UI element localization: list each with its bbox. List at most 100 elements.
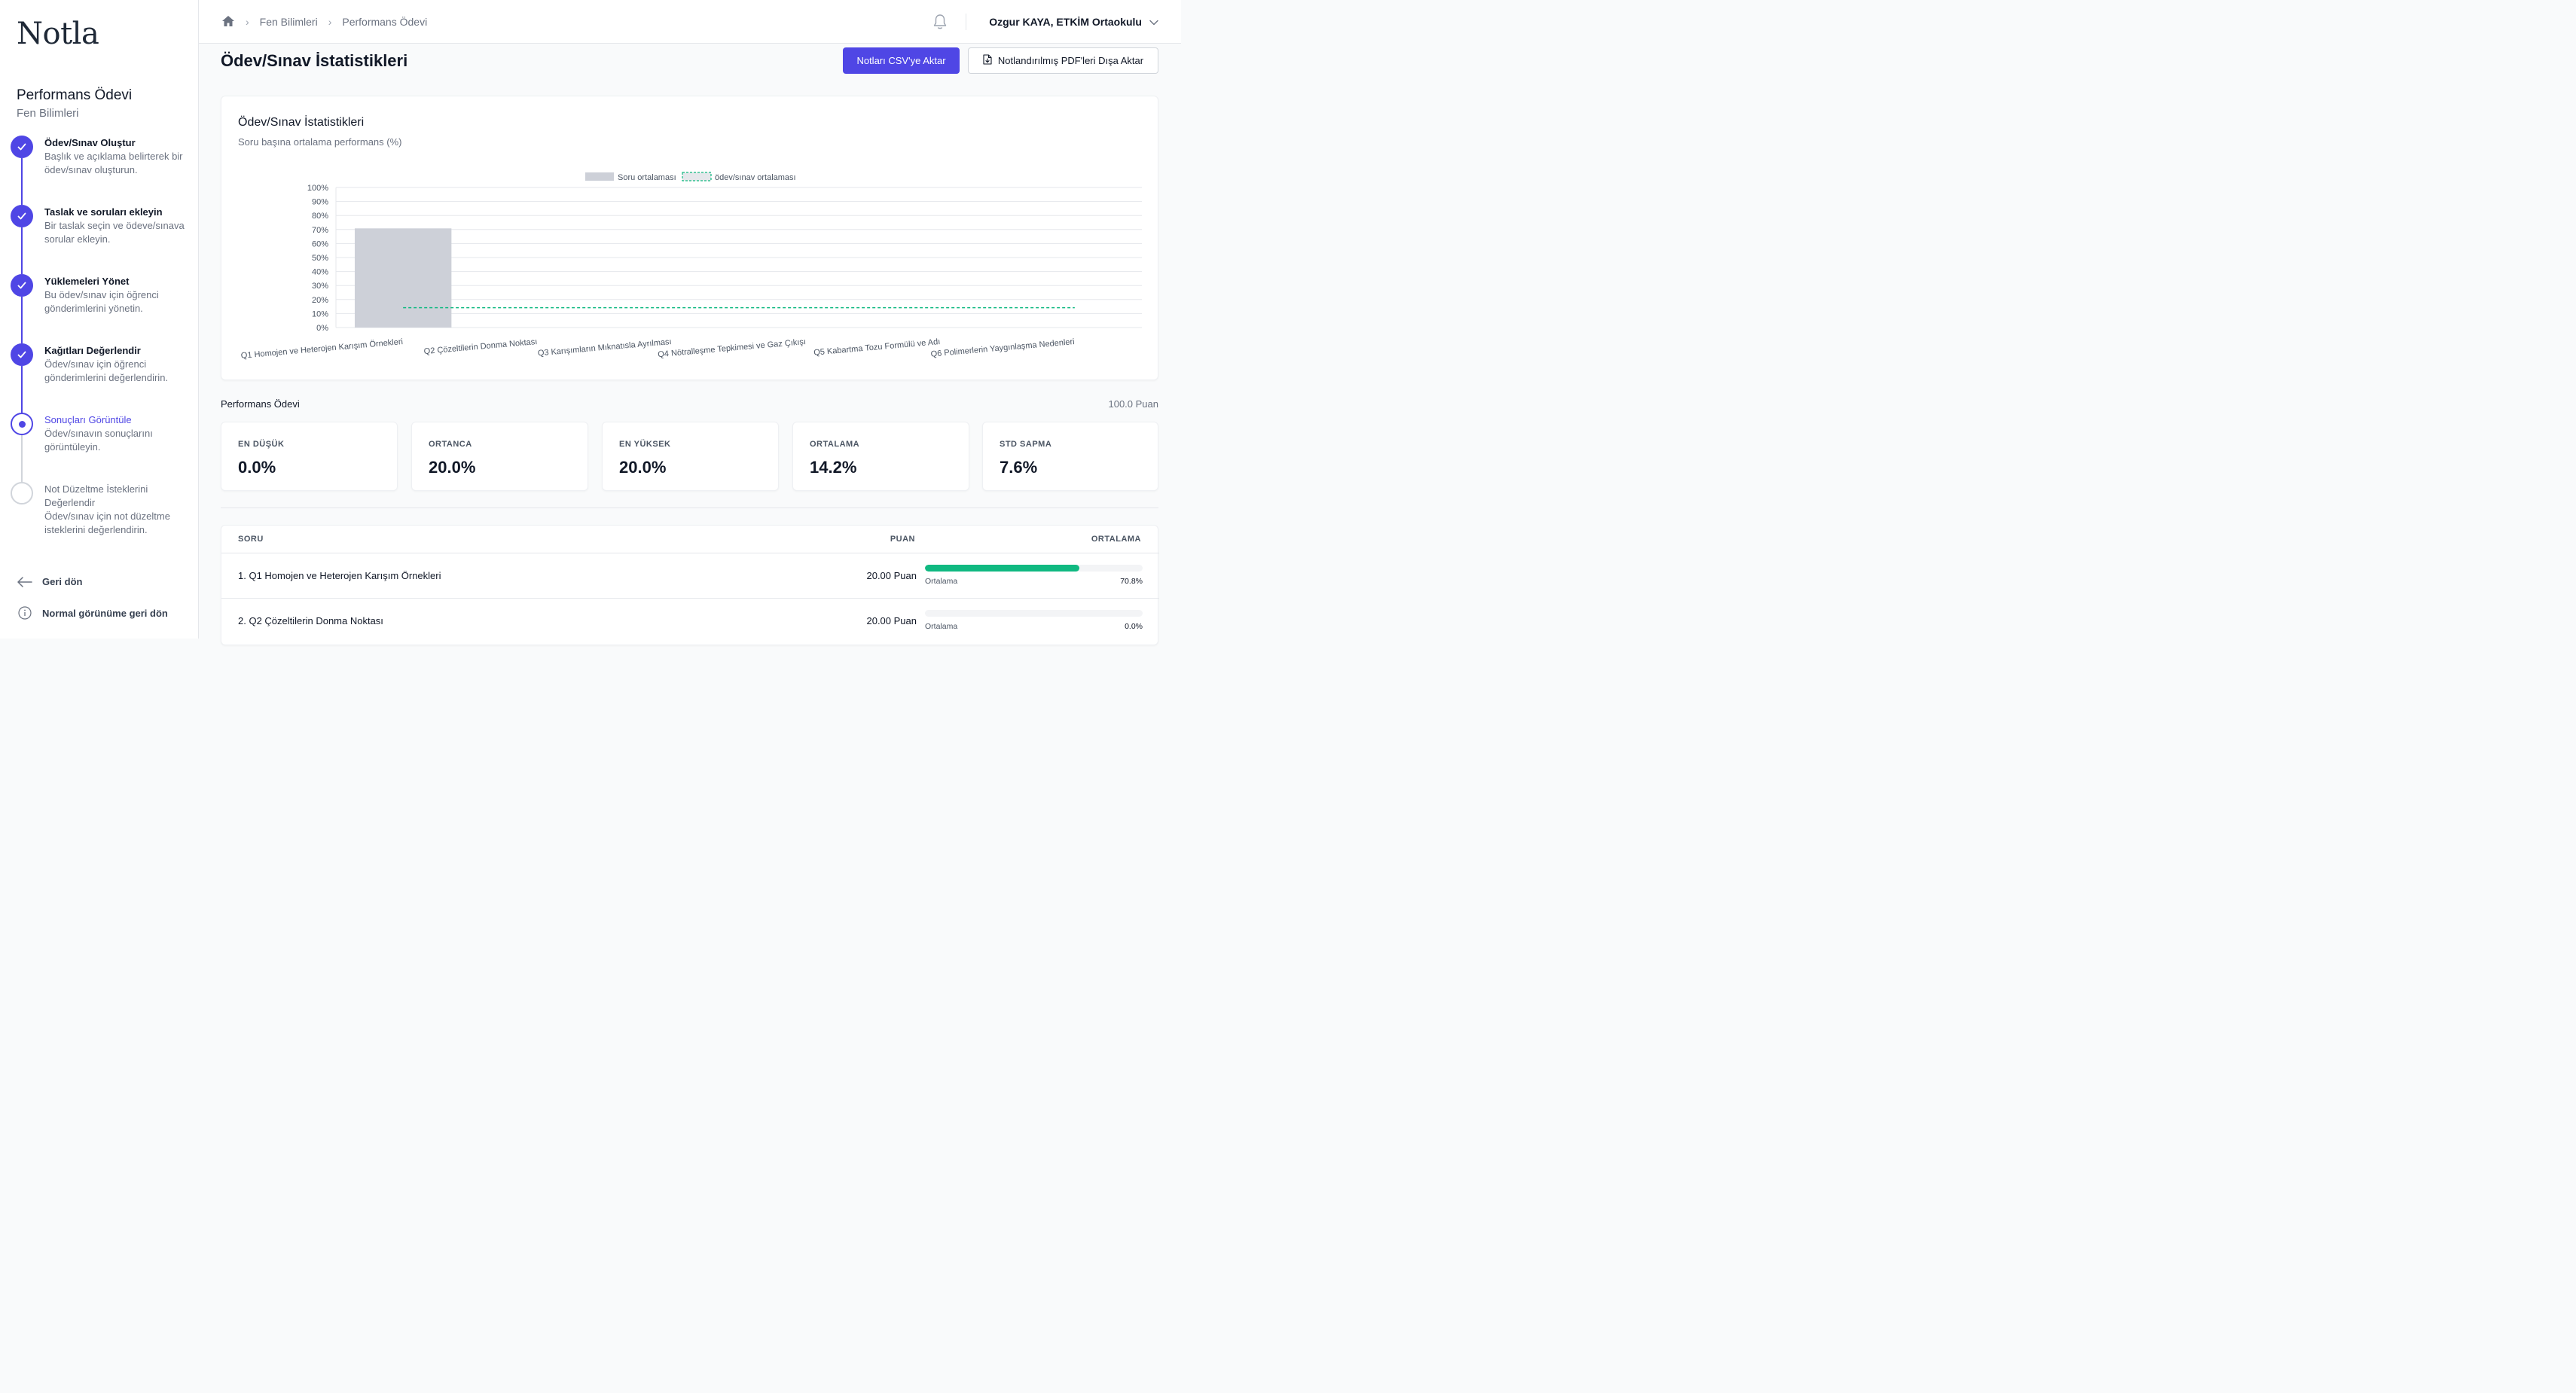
bell-icon[interactable] <box>932 14 948 34</box>
table-row[interactable]: 1. Q1 Homojen ve Heterojen Karışım Örnek… <box>221 553 1159 599</box>
question-name: 2. Q2 Çözeltilerin Donma Noktası <box>238 615 383 626</box>
legend-label: ödev/sınav ortalaması <box>715 173 796 182</box>
y-tick-label: 50% <box>312 254 328 263</box>
breadcrumb-course[interactable]: Fen Bilimleri <box>259 16 318 28</box>
y-tick-label: 10% <box>312 309 328 319</box>
chart-card: Ödev/Sınav İstatistikleri Soru başına or… <box>221 96 1158 380</box>
sidebar: Notla Performans Ödevi Fen Bilimleri Öde… <box>0 0 199 639</box>
step-title: Sonuçları Görüntüle <box>44 414 132 425</box>
step-description: Bir taslak seçin ve ödeve/sınava sorular… <box>44 220 185 245</box>
check-icon <box>11 274 33 297</box>
stat-value: 0.0% <box>238 458 276 477</box>
y-tick-label: 20% <box>312 296 328 305</box>
arrow-left-icon <box>17 576 33 587</box>
y-tick-label: 0% <box>316 324 328 333</box>
y-tick-label: 60% <box>312 239 328 248</box>
y-tick-label: 70% <box>312 226 328 235</box>
table-row[interactable]: 2. Q2 Çözeltilerin Donma Noktası 20.00 P… <box>221 599 1159 644</box>
y-tick-label: 40% <box>312 268 328 277</box>
y-tick-label: 100% <box>307 184 328 193</box>
back-link-label: Geri dön <box>42 576 83 587</box>
stat-value: 14.2% <box>810 458 857 477</box>
x-tick-label: Q2 Çözeltilerin Donma Noktası <box>423 337 537 356</box>
stat-median: ORTANCA 20.0% <box>411 422 588 491</box>
app-logo[interactable]: Notla <box>17 17 99 51</box>
stat-label: ORTALAMA <box>810 440 860 449</box>
average-value: 0.0% <box>1125 622 1143 631</box>
step-description: Ödev/sınavın sonuçlarını görüntüleyin. <box>44 428 153 453</box>
back-link[interactable]: Geri dön <box>17 576 82 587</box>
check-icon <box>11 205 33 227</box>
stat-label: ORTANCA <box>429 440 472 449</box>
row-divider <box>221 598 1159 599</box>
x-tick-label: Q5 Kabartma Tozu Formülü ve Adı <box>813 337 941 358</box>
chart-title: Ödev/Sınav İstatistikleri <box>238 116 365 129</box>
home-icon[interactable] <box>221 15 235 29</box>
questions-table: SORU PUAN ORTALAMA 1. Q1 Homojen ve Hete… <box>221 525 1159 645</box>
legend-swatch-line <box>682 172 712 181</box>
step-connector <box>21 297 23 343</box>
check-icon <box>11 136 33 158</box>
y-tick-label: 30% <box>312 282 328 291</box>
check-icon <box>11 343 33 366</box>
average-label: Ortalama <box>925 622 958 631</box>
x-tick-label: Q3 Karışımların Mıknatısla Ayrılması <box>537 337 672 358</box>
info-icon <box>17 606 33 620</box>
normal-view-label: Normal görünüme geri dön <box>42 607 168 619</box>
breadcrumb: › Fen Bilimleri › Performans Ödevi <box>221 0 427 44</box>
average-progress-fill <box>925 565 1079 572</box>
step-title: Ödev/Sınav Oluştur <box>44 137 136 148</box>
export-pdf-label: Notlandırılmış PDF'leri Dışa Aktar <box>997 55 1144 66</box>
export-csv-button[interactable]: Notları CSV'ye Aktar <box>843 47 960 74</box>
current-step-icon <box>11 413 33 435</box>
step-title: Taslak ve soruları ekleyin <box>44 206 163 218</box>
chart-subtitle: Soru başına ortalama performans (%) <box>238 136 402 148</box>
course-title: Performans Ödevi <box>17 87 133 103</box>
average-progress-bar <box>925 565 1143 572</box>
user-menu[interactable]: Ozgur KAYA, ETKİM Ortaokulu <box>989 0 1158 44</box>
step-connector <box>21 435 23 482</box>
step-title: Kağıtları Değerlendir <box>44 345 141 356</box>
topbar: › Fen Bilimleri › Performans Ödevi Ozgur… <box>199 0 1181 44</box>
step-description: Ödev/sınav için not düzeltme isteklerini… <box>44 511 170 535</box>
chevron-right-icon: › <box>246 16 249 28</box>
course-subtitle: Fen Bilimleri <box>17 107 79 120</box>
pending-step-icon <box>11 482 33 504</box>
step-description: Başlık ve açıklama belirterek bir ödev/s… <box>44 151 183 175</box>
average-value: 70.8% <box>1120 577 1143 586</box>
step-title: Yüklemeleri Yönet <box>44 276 130 287</box>
step-connector <box>21 227 23 274</box>
stats-section-label: Performans Ödevi <box>221 398 300 410</box>
stat-value: 20.0% <box>429 458 476 477</box>
export-pdf-button[interactable]: Notlandırılmış PDF'leri Dışa Aktar <box>968 47 1158 74</box>
step-description: Bu ödev/sınav için öğrenci gönderimlerin… <box>44 289 159 314</box>
user-label: Ozgur KAYA, ETKİM Ortaokulu <box>989 16 1142 28</box>
stat-max: EN YÜKSEK 20.0% <box>602 422 779 491</box>
stats-section-points: 100.0 Puan <box>1108 398 1158 410</box>
stat-min: EN DÜŞÜK 0.0% <box>221 422 398 491</box>
breadcrumb-assignment[interactable]: Performans Ödevi <box>342 16 428 28</box>
question-points: 20.00 Puan <box>866 570 917 581</box>
chevron-down-icon <box>1149 16 1158 28</box>
bar <box>354 228 452 328</box>
average-progress-bar <box>925 610 1143 617</box>
page-title: Ödev/Sınav İstatistikleri <box>221 51 408 70</box>
average-label: Ortalama <box>925 577 958 586</box>
normal-view-link[interactable]: Normal görünüme geri dön <box>17 606 168 620</box>
step-title: Not Düzeltme İsteklerini Değerlendir <box>44 483 148 508</box>
column-header-average: ORTALAMA <box>1091 535 1141 544</box>
stat-std-dev: STD SAPMA 7.6% <box>982 422 1158 491</box>
y-tick-label: 90% <box>312 198 328 207</box>
stat-value: 20.0% <box>619 458 667 477</box>
step-connector <box>21 158 23 205</box>
performance-chart: 0% 10% 20% 30% 40% 50% 60% 70% 80% 90% 100% Q1 Homo… <box>240 172 1142 361</box>
question-points: 20.00 Puan <box>866 615 917 626</box>
step-description: Ödev/sınav için öğrenci gönderimlerini d… <box>44 358 169 383</box>
legend-swatch-bar <box>585 172 614 181</box>
stat-label: EN YÜKSEK <box>619 440 671 449</box>
column-header-points: PUAN <box>890 535 915 544</box>
column-header-question: SORU <box>238 535 264 544</box>
stat-value: 7.6% <box>1000 458 1038 477</box>
stat-mean: ORTALAMA 14.2% <box>792 422 969 491</box>
stat-label: STD SAPMA <box>1000 440 1052 449</box>
